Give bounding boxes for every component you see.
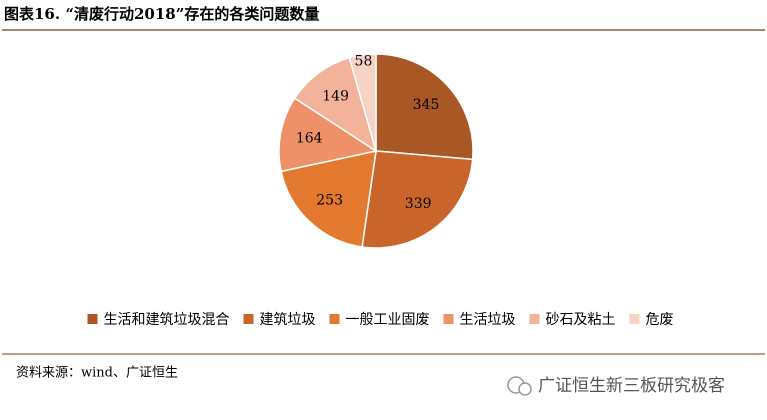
legend-label: 危废 — [646, 312, 674, 328]
data-label: 58 — [355, 54, 373, 70]
pie-slice — [375, 53, 474, 161]
legend-swatch — [87, 314, 98, 324]
pie-slice — [348, 53, 377, 152]
watermark-icon — [507, 376, 532, 396]
legend-label: 一般工业固废 — [346, 312, 430, 328]
source-note: 资料来源：wind、广证恒生 — [16, 366, 178, 381]
pie-slice — [278, 97, 378, 173]
legend-label: 砂石及粘土 — [546, 312, 616, 328]
pie-slice — [280, 150, 377, 248]
legend-swatch — [443, 314, 454, 324]
data-label: 339 — [405, 196, 432, 212]
data-label: 345 — [413, 97, 440, 113]
legend-label: 生活和建筑垃圾混合 — [104, 312, 230, 328]
legend-swatch — [629, 314, 640, 324]
data-label: 149 — [322, 88, 349, 104]
data-label: 164 — [296, 131, 323, 147]
pie-slice — [361, 150, 474, 249]
legend-label: 生活垃圾 — [460, 312, 516, 328]
data-label: 253 — [316, 193, 343, 209]
chart-title: 图表16. “清废行动2018”存在的各类问题数量 — [4, 5, 319, 23]
legend-swatch — [529, 314, 540, 324]
legend-swatch — [329, 314, 340, 324]
legend-swatch — [243, 314, 254, 324]
watermark: 广证恒生新三板研究极客 — [538, 376, 725, 396]
legend-label: 建筑垃圾 — [260, 312, 316, 328]
